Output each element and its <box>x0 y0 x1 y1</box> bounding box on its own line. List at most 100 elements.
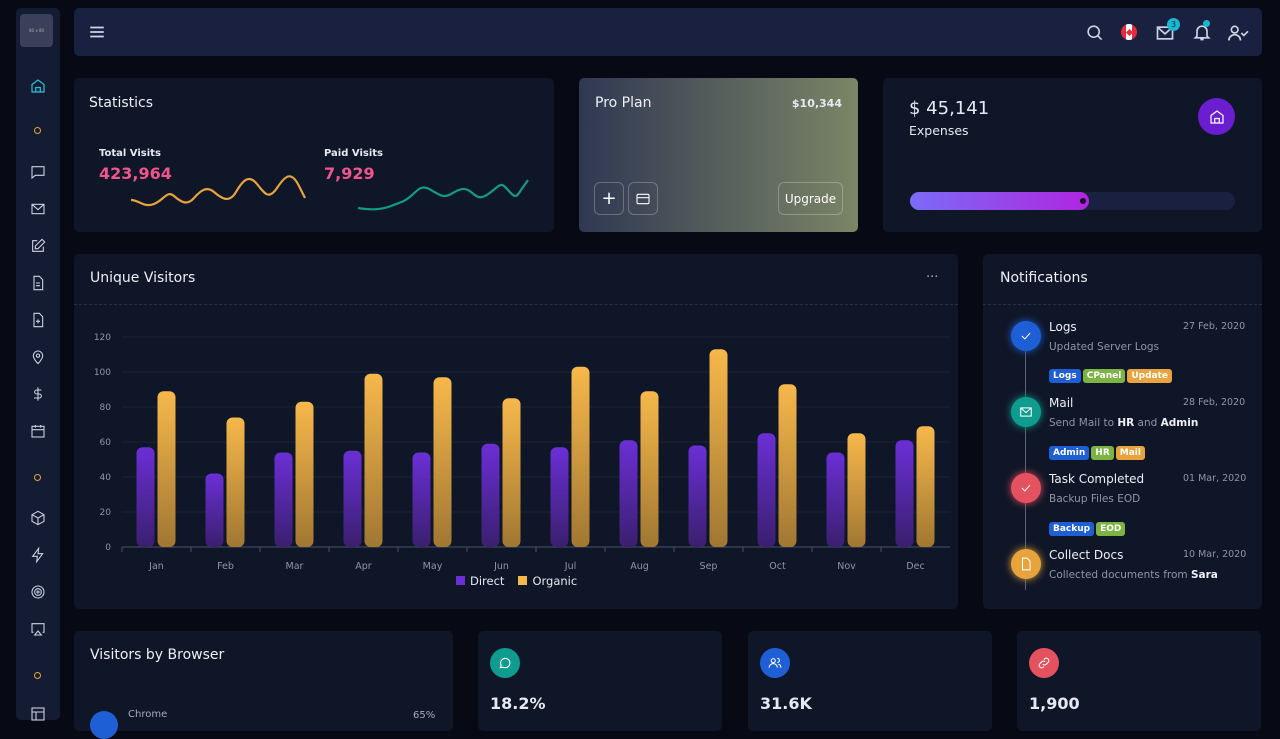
bar-chart: 0 20 40 60 80 100 120 Jan Feb Mar Apr May Jun Jul Aug S… <box>94 333 950 572</box>
legend-direct[interactable]: Direct <box>456 574 504 588</box>
y-tick-label: 40 <box>100 473 112 483</box>
browser-percent: 65% <box>413 710 436 721</box>
bar-organic-mar <box>295 401 314 547</box>
add-button[interactable]: + <box>594 182 624 215</box>
card-title: Visitors by Browser <box>90 647 225 663</box>
notification-title[interactable]: Logs <box>1049 320 1077 334</box>
tag-mail[interactable]: Mail <box>1115 446 1145 460</box>
bar-direct-feb <box>205 473 224 547</box>
notification-date: 27 Feb, 2020 <box>1183 321 1246 332</box>
expenses-card: $ 45,141 Expenses <box>883 78 1262 232</box>
stat-value: 18.2% <box>490 694 546 713</box>
x-tick-label: Apr <box>355 561 372 572</box>
pro-plan-card: Pro Plan $10,344 + Upgrade <box>579 78 858 232</box>
bar-direct-nov <box>826 452 845 547</box>
bar-direct-aug <box>619 440 638 547</box>
message-circle-icon <box>490 648 520 678</box>
expenses-progress-track <box>910 192 1235 210</box>
bar-direct-apr <box>343 450 362 547</box>
notification-title[interactable]: Mail <box>1049 396 1074 410</box>
target-icon[interactable] <box>28 582 48 602</box>
legend-organic[interactable]: Organic <box>518 574 577 588</box>
tag-admin[interactable]: Admin <box>1049 446 1090 460</box>
notification-date: 10 Mar, 2020 <box>1183 549 1247 560</box>
bar-organic-jun <box>502 398 521 547</box>
section-dot-icon <box>34 127 41 134</box>
mail-icon[interactable] <box>28 199 48 219</box>
search-icon[interactable] <box>1085 23 1104 46</box>
dollar-icon[interactable] <box>28 384 48 404</box>
card-button[interactable] <box>628 182 658 215</box>
y-tick-label: 100 <box>94 368 111 378</box>
more-options-icon[interactable]: ··· <box>926 270 939 285</box>
section-dot-icon <box>34 672 41 679</box>
map-pin-icon[interactable] <box>28 347 48 367</box>
card-title: Notifications <box>1000 270 1088 286</box>
menu-icon[interactable] <box>88 23 106 45</box>
x-tick-label: Aug <box>630 561 649 572</box>
timeline-line <box>1025 340 1026 590</box>
tag-update[interactable]: Update <box>1127 369 1173 383</box>
canada-flag-icon[interactable] <box>1121 24 1137 40</box>
file-plus-icon[interactable] <box>28 310 48 330</box>
y-tick-label: 80 <box>100 403 112 413</box>
check-icon <box>1011 321 1041 351</box>
airplay-icon[interactable] <box>28 619 48 639</box>
user-check-icon[interactable] <box>1227 23 1249 47</box>
x-tick-label: Jun <box>493 561 509 572</box>
zap-icon[interactable] <box>28 545 48 565</box>
expenses-progress-fill <box>910 192 1089 210</box>
bar-organic-feb <box>226 417 245 547</box>
divider <box>983 304 1262 305</box>
browser-name: Chrome <box>128 709 168 720</box>
statistics-card: Statistics Total Visits 423,964 Paid Vis… <box>74 78 554 232</box>
visitors-by-browser-card: Visitors by Browser Chrome 65% <box>74 631 453 739</box>
x-tick-label: Jul <box>564 561 576 572</box>
upgrade-button[interactable]: Upgrade <box>778 182 843 215</box>
y-tick-label: 0 <box>105 543 111 553</box>
layout-icon[interactable] <box>28 704 48 724</box>
x-tick-label: May <box>423 561 443 572</box>
file-icon[interactable] <box>28 273 48 293</box>
users-icon <box>760 648 790 678</box>
tag-logs[interactable]: Logs <box>1049 369 1081 383</box>
paid-visits-label: Paid Visits <box>324 148 383 159</box>
sidebar: 80 x 80 <box>16 8 60 721</box>
notification-tags: Backup EOD <box>1049 516 1127 536</box>
tag-cpanel[interactable]: CPanel <box>1082 369 1126 383</box>
bar-organic-may <box>433 377 452 547</box>
bar-organic-jul <box>571 366 590 547</box>
expenses-amount: $ 45,141 <box>909 98 990 119</box>
y-tick-label: 60 <box>100 438 112 448</box>
bar-organic-oct <box>778 384 797 547</box>
tag-hr[interactable]: HR <box>1091 446 1114 460</box>
chat-icon[interactable] <box>28 162 48 182</box>
bar-organic-sep <box>709 349 728 547</box>
stat-value: 31.6K <box>760 694 812 713</box>
notification-tags: Admin HR Mail <box>1049 440 1147 460</box>
stat-card: 31.6K <box>748 631 992 731</box>
home-icon <box>1198 98 1235 135</box>
paid-visits-sparkline <box>357 179 529 211</box>
edit-icon[interactable] <box>28 236 48 256</box>
bar-direct-jul <box>550 447 569 547</box>
bar-direct-may <box>412 452 431 547</box>
total-visits-label: Total Visits <box>99 148 161 159</box>
stat-card: 1,900 <box>1017 631 1261 731</box>
tag-backup[interactable]: Backup <box>1049 522 1095 536</box>
x-tick-label: Jan <box>148 561 164 572</box>
calendar-icon[interactable] <box>28 421 48 441</box>
home-icon[interactable] <box>28 76 48 96</box>
notification-title[interactable]: Collect Docs <box>1049 548 1124 562</box>
tag-eod[interactable]: EOD <box>1096 522 1126 536</box>
box-icon[interactable] <box>28 508 48 528</box>
bell-dot <box>1203 20 1210 27</box>
x-tick-label: Dec <box>906 561 924 572</box>
card-title: Unique Visitors <box>90 270 196 286</box>
mail-badge: 3 <box>1167 18 1180 31</box>
notification-title[interactable]: Task Completed <box>1049 472 1145 486</box>
logo: 80 x 80 <box>20 14 53 47</box>
bar-direct-oct <box>757 433 776 547</box>
x-tick-label: Oct <box>769 561 786 572</box>
file-icon <box>1011 549 1041 579</box>
